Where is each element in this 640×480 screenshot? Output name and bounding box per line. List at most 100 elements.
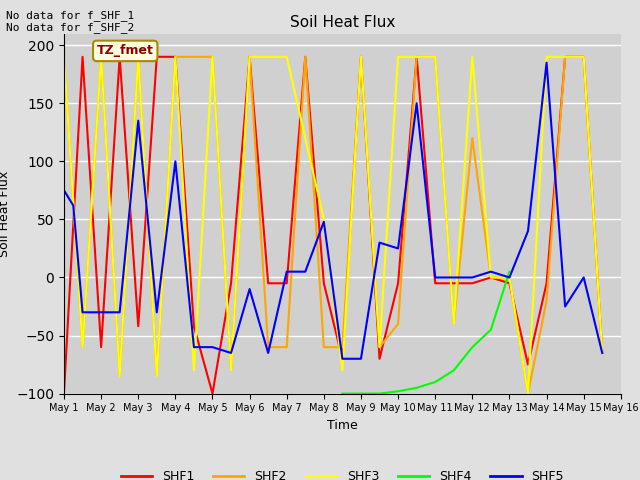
SHF2: [598, 350, 606, 356]
SHF2: [580, 54, 588, 60]
SHF5: [394, 246, 402, 252]
SHF1: [580, 54, 588, 60]
SHF2: [339, 344, 346, 350]
SHF1: [190, 324, 198, 329]
SHF1: [320, 280, 328, 286]
SHF1: [450, 280, 458, 286]
SHF2: [246, 54, 253, 60]
SHF5: [487, 269, 495, 275]
Y-axis label: Soil Heat Flux: Soil Heat Flux: [0, 170, 11, 257]
SHF4: [394, 388, 402, 394]
SHF2: [264, 344, 272, 350]
SHF5: [376, 240, 383, 245]
SHF4: [487, 327, 495, 333]
Line: SHF4: SHF4: [342, 272, 509, 394]
SHF3: [134, 54, 142, 60]
SHF2: [227, 368, 235, 373]
SHF5: [524, 228, 532, 234]
SHF5: [450, 275, 458, 280]
SHF3: [543, 54, 550, 60]
SHF2: [543, 298, 550, 303]
SHF5: [561, 304, 569, 310]
SHF3: [468, 54, 476, 60]
SHF5: [60, 188, 68, 193]
X-axis label: Time: Time: [327, 419, 358, 432]
SHF1: [264, 280, 272, 286]
SHF3: [246, 54, 253, 60]
SHF3: [413, 54, 420, 60]
SHF1: [561, 54, 569, 60]
SHF2: [394, 321, 402, 327]
SHF4: [468, 344, 476, 350]
SHF1: [209, 391, 216, 396]
SHF3: [283, 54, 291, 60]
SHF2: [357, 54, 365, 60]
SHF1: [172, 54, 179, 60]
SHF3: [524, 391, 532, 396]
SHF2: [97, 54, 105, 60]
SHF1: [487, 275, 495, 280]
SHF3: [60, 54, 68, 60]
SHF3: [209, 54, 216, 60]
SHF3: [116, 373, 124, 379]
SHF5: [283, 269, 291, 275]
SHF3: [561, 54, 569, 60]
SHF4: [506, 269, 513, 275]
SHF1: [543, 280, 550, 286]
SHF5: [190, 344, 198, 350]
SHF1: [339, 356, 346, 361]
SHF5: [246, 286, 253, 292]
SHF1: [246, 54, 253, 60]
SHF3: [506, 275, 513, 280]
SHF1: [468, 280, 476, 286]
SHF5: [153, 310, 161, 315]
SHF3: [264, 54, 272, 60]
SHF1: [524, 362, 532, 368]
SHF1: [598, 350, 606, 356]
SHF2: [524, 391, 532, 396]
Line: SHF2: SHF2: [64, 57, 602, 394]
SHF4: [339, 391, 346, 396]
SHF5: [116, 310, 124, 315]
SHF2: [301, 54, 309, 60]
SHF3: [97, 54, 105, 60]
SHF5: [320, 219, 328, 225]
SHF1: [79, 54, 86, 60]
SHF5: [301, 269, 309, 275]
SHF2: [450, 321, 458, 327]
SHF3: [450, 321, 458, 327]
SHF5: [506, 275, 513, 280]
SHF3: [339, 368, 346, 373]
SHF5: [227, 350, 235, 356]
SHF5: [357, 356, 365, 361]
SHF5: [79, 310, 86, 315]
SHF5: [69, 203, 77, 208]
SHF5: [97, 310, 105, 315]
SHF2: [561, 54, 569, 60]
SHF3: [598, 350, 606, 356]
SHF2: [283, 344, 291, 350]
SHF5: [134, 118, 142, 123]
SHF2: [468, 135, 476, 141]
SHF2: [320, 344, 328, 350]
SHF3: [394, 54, 402, 60]
SHF3: [431, 54, 439, 60]
SHF1: [227, 280, 235, 286]
Title: Soil Heat Flux: Soil Heat Flux: [290, 15, 395, 30]
Line: SHF3: SHF3: [64, 57, 602, 394]
SHF1: [413, 54, 420, 60]
SHF3: [580, 54, 588, 60]
SHF2: [431, 54, 439, 60]
SHF5: [339, 356, 346, 361]
SHF3: [376, 344, 383, 350]
SHF3: [153, 373, 161, 379]
SHF2: [413, 54, 420, 60]
Legend: SHF1, SHF2, SHF3, SHF4, SHF5: SHF1, SHF2, SHF3, SHF4, SHF5: [116, 465, 569, 480]
SHF1: [301, 54, 309, 60]
SHF5: [264, 350, 272, 356]
SHF5: [468, 275, 476, 280]
SHF1: [283, 280, 291, 286]
SHF5: [580, 275, 588, 280]
SHF5: [543, 60, 550, 65]
Text: No data for f_SHF_1
No data for f_SHF_2: No data for f_SHF_1 No data for f_SHF_2: [6, 10, 134, 33]
